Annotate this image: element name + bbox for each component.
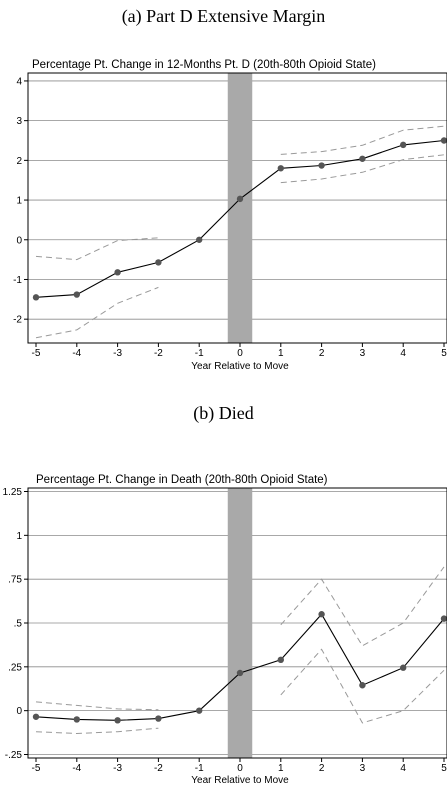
panel-a-x-tick-label: -5 [32, 348, 41, 359]
panel-a-y-tick-label: 0 [16, 235, 22, 246]
panel-a-estimate-point [440, 137, 447, 144]
panel-a-x-tick-label: -1 [195, 348, 204, 359]
panel-b-x-tick-label: -2 [154, 763, 163, 774]
panel-a-y-tick-label: 3 [16, 116, 22, 127]
panel-b-estimate-point [155, 715, 162, 722]
panel-b-chart: Percentage Pt. Change in Death (20th-80t… [3, 474, 447, 786]
panel-b-y-tick-label: 1 [16, 531, 22, 542]
panel-a-x-tick-label: -4 [72, 348, 81, 359]
panel-b-x-tick-label: -1 [195, 763, 204, 774]
panel-b-y-tick-label: .5 [14, 619, 23, 630]
panel-b-x-tick-label: -5 [32, 763, 41, 774]
panel-a-x-tick-label: 0 [237, 348, 243, 359]
panel-b-x-tick-label: 0 [237, 763, 243, 774]
panel-a-y-tick-label: -2 [13, 315, 22, 326]
panel-a-x-tick-label: 5 [441, 348, 447, 359]
panel-a-estimate-point [277, 165, 284, 172]
panel-a-estimate-point [400, 141, 407, 149]
panel-b-y-tick-label: 0 [16, 706, 22, 717]
panel-a-ci-lower-line [280, 154, 445, 184]
panel-a-ci-upper-line [280, 125, 445, 155]
panel-b-ci-upper-line [280, 566, 445, 647]
panel-b-y-tick-label: .75 [8, 575, 22, 586]
panel-b-estimate-point [73, 716, 81, 723]
panel-b-ci-upper-line [35, 701, 159, 711]
panel-b-estimate-point [440, 615, 447, 622]
panel-b-x-tick-label: -3 [113, 763, 122, 774]
panel-a-x-tick-label: 2 [319, 348, 325, 359]
panel-a-x-tick-label: 4 [400, 348, 406, 359]
panel-b-x-tick-label: 5 [441, 763, 447, 774]
panel-b-ci-lower-line [280, 648, 445, 724]
panel-b-x-tick-label: -4 [72, 763, 81, 774]
panel-b-x-tick-label: 3 [360, 763, 366, 774]
panel-b-y-tick-label: .25 [8, 662, 22, 673]
panel-b-y-tick-label: 1.25 [3, 487, 23, 498]
panel-b-x-tick-label: 4 [400, 763, 406, 774]
panel-a-y-tick-label: -1 [13, 275, 22, 286]
panel-b-estimate-point [359, 682, 366, 689]
panel-b-caption: (b) Died [193, 403, 254, 423]
panel-a-x-tick-label: -2 [154, 348, 163, 359]
panel-b-x-axis-label: Year Relative to Move [191, 775, 289, 786]
panel-a-estimate-point [359, 155, 366, 162]
panel-b-estimate-point [277, 656, 284, 664]
panel-a-estimate-point [196, 236, 203, 243]
panel-a-x-tick-label: -3 [113, 348, 122, 359]
panel-a-ci-upper-line [35, 237, 159, 261]
panel-a-ci-lower-line [35, 286, 159, 339]
panel-b-ci-lower-line [35, 727, 159, 735]
panel-a-plot-frame [27, 72, 447, 344]
panel-b-plot-frame [27, 487, 447, 759]
panel-a-estimate-point [318, 162, 325, 169]
panel-a-move-year-band [227, 73, 253, 343]
panel-a-estimate-point [114, 269, 121, 276]
panel-a-x-axis-label: Year Relative to Move [191, 361, 289, 372]
panel-a-estimate-point [155, 259, 162, 266]
panel-a-y-tick-label: 2 [16, 156, 22, 167]
panel-b-y-tick-label: -.25 [5, 750, 23, 761]
panel-b-move-year-band [227, 488, 253, 758]
panel-a-estimate-point [32, 294, 40, 301]
panel-a-x-tick-label: 1 [278, 348, 284, 359]
panel-a-chart: Percentage Pt. Change in 12-Months Pt. D… [13, 59, 447, 372]
panel-b-plot-title: Percentage Pt. Change in Death (20th-80t… [36, 474, 328, 486]
panel-b-estimate-point [196, 707, 203, 714]
panel-a-estimate-point [236, 195, 244, 203]
panel-a-plot-title: Percentage Pt. Change in 12-Months Pt. D… [32, 59, 376, 71]
panel-a-y-tick-label: 4 [16, 76, 22, 87]
panel-a-x-tick-label: 3 [360, 348, 366, 359]
panel-b-estimate-point [114, 717, 121, 724]
panel-a-estimate-point [73, 291, 81, 298]
panel-b-x-tick-label: 2 [319, 763, 325, 774]
panel-a-y-tick-label: 1 [16, 196, 22, 207]
panel-b-x-tick-label: 1 [278, 763, 284, 774]
panel-b-estimate-point [236, 669, 244, 677]
panel-a-caption: (a) Part D Extensive Margin [121, 6, 326, 26]
panel-b-estimate-point [32, 713, 40, 720]
panel-b-estimate-point [318, 611, 325, 618]
panel-b-estimate-point [400, 664, 407, 671]
